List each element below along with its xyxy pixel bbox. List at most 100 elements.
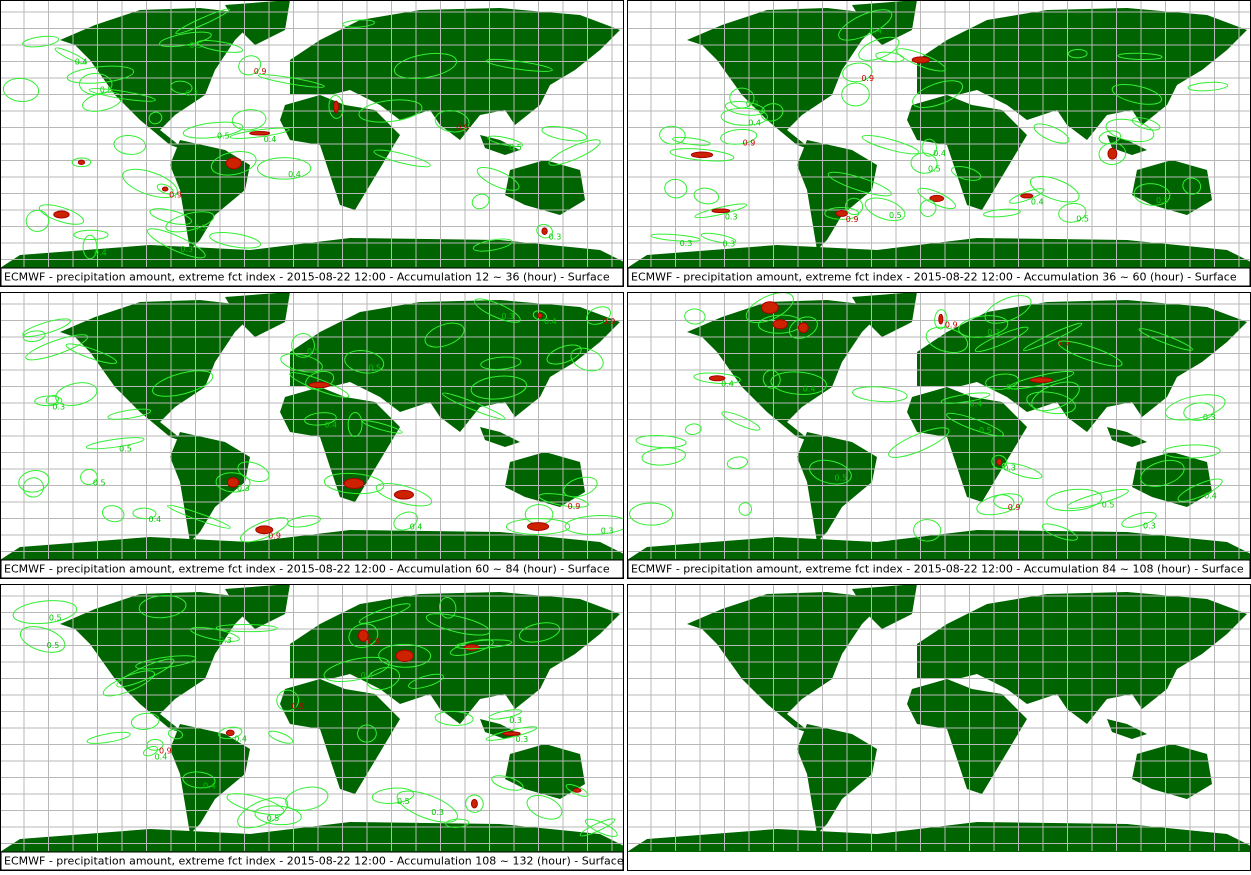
- contour-label: 0.5: [509, 143, 522, 152]
- contour: [950, 166, 982, 181]
- contour-label: 0.3: [516, 735, 529, 744]
- contour: [1182, 177, 1202, 195]
- contour: [148, 111, 163, 125]
- contour: [366, 667, 400, 691]
- contour: [861, 134, 920, 155]
- contour: [487, 135, 524, 147]
- panel-body: 0.30.50.40.90.30.50.40.90.30.50.40.90.30…: [0, 584, 624, 871]
- contour-label: 0.3: [1003, 463, 1016, 472]
- contour: [182, 771, 216, 789]
- contour: [985, 373, 1019, 390]
- contour: [34, 395, 63, 407]
- contour: [82, 234, 98, 260]
- contour-label: 0.4: [288, 170, 301, 179]
- contour-high: [225, 729, 235, 737]
- caption: ECMWF - precipitation amount, extreme fc…: [4, 563, 610, 576]
- contour-label: 0.3: [549, 233, 562, 242]
- contour: [287, 515, 321, 528]
- contour: [408, 673, 444, 689]
- contour: [470, 375, 527, 400]
- contour: [991, 454, 1008, 470]
- contour-label: 0.5: [979, 426, 992, 435]
- contour: [888, 427, 950, 458]
- contour-label: 0.3: [725, 212, 738, 221]
- contour-high: [343, 478, 365, 489]
- contour-label: 0.4: [748, 118, 761, 127]
- contour-label: 0.9: [846, 215, 859, 224]
- contour: [491, 775, 524, 791]
- contour: [1138, 328, 1193, 351]
- contour-high: [996, 458, 1003, 466]
- contour: [693, 187, 720, 205]
- contour-label: 0.3: [237, 484, 250, 493]
- contour-label: 0.3: [509, 716, 522, 725]
- contour: [167, 728, 184, 740]
- contour: [1162, 444, 1221, 459]
- contour-label: 0.5: [47, 641, 60, 650]
- contour: [66, 65, 135, 84]
- contour: [1008, 370, 1075, 390]
- contour: [82, 91, 123, 112]
- contour-high: [53, 210, 70, 219]
- contour-label: 0.3: [601, 526, 614, 535]
- contour: [209, 231, 262, 249]
- contour: [358, 99, 423, 123]
- contour: [532, 310, 548, 321]
- contour: [231, 109, 267, 131]
- contour-label: 0.5: [834, 474, 847, 483]
- contour: [65, 343, 118, 364]
- contour: [984, 295, 1032, 324]
- contour-label: 0.9: [159, 746, 172, 755]
- contour: [146, 228, 206, 259]
- contour: [518, 622, 561, 643]
- contour: [371, 787, 415, 804]
- contour: [526, 794, 563, 820]
- contour: [342, 19, 376, 28]
- contour-high: [255, 525, 274, 535]
- contour: [864, 197, 906, 222]
- contour: [659, 125, 686, 145]
- contour-label: 0.3: [194, 223, 207, 232]
- contour: [912, 80, 964, 108]
- contour: [152, 370, 214, 397]
- contour-high: [929, 194, 945, 202]
- contour: [570, 347, 604, 372]
- contour: [858, 36, 900, 61]
- contour-label: 0.9: [743, 138, 756, 147]
- contour-label: 0.4: [361, 671, 374, 680]
- contour: [122, 168, 178, 199]
- contour: [1183, 402, 1215, 421]
- contour: [280, 353, 323, 373]
- contour-high: [1020, 193, 1034, 199]
- contour: [629, 502, 674, 526]
- contour: [378, 643, 432, 668]
- contour: [88, 88, 156, 102]
- contour: [291, 333, 315, 358]
- contour: [940, 392, 991, 404]
- contour: [19, 626, 66, 653]
- contour-label: 0.9: [268, 531, 281, 540]
- contour-high: [537, 312, 543, 319]
- contour: [22, 318, 71, 337]
- contour-label: 0.5: [307, 347, 320, 356]
- contour: [138, 595, 187, 619]
- contour-label: 0.4: [264, 135, 277, 144]
- contour: [45, 394, 60, 405]
- contour-label: 0.9: [254, 67, 267, 76]
- contour: [641, 447, 686, 466]
- contour: [694, 203, 748, 219]
- contour: [1029, 175, 1080, 203]
- contour-label: 0.3: [680, 239, 693, 248]
- contour: [156, 183, 174, 195]
- contour: [838, 9, 893, 41]
- contour: [358, 603, 411, 624]
- contour-high: [835, 209, 848, 217]
- panel-body: [627, 584, 1251, 852]
- contour: [393, 52, 457, 80]
- caption: ECMWF - precipitation amount, extreme fc…: [4, 855, 624, 868]
- contour: [548, 139, 601, 166]
- contour: [86, 731, 131, 744]
- contour: [132, 507, 157, 520]
